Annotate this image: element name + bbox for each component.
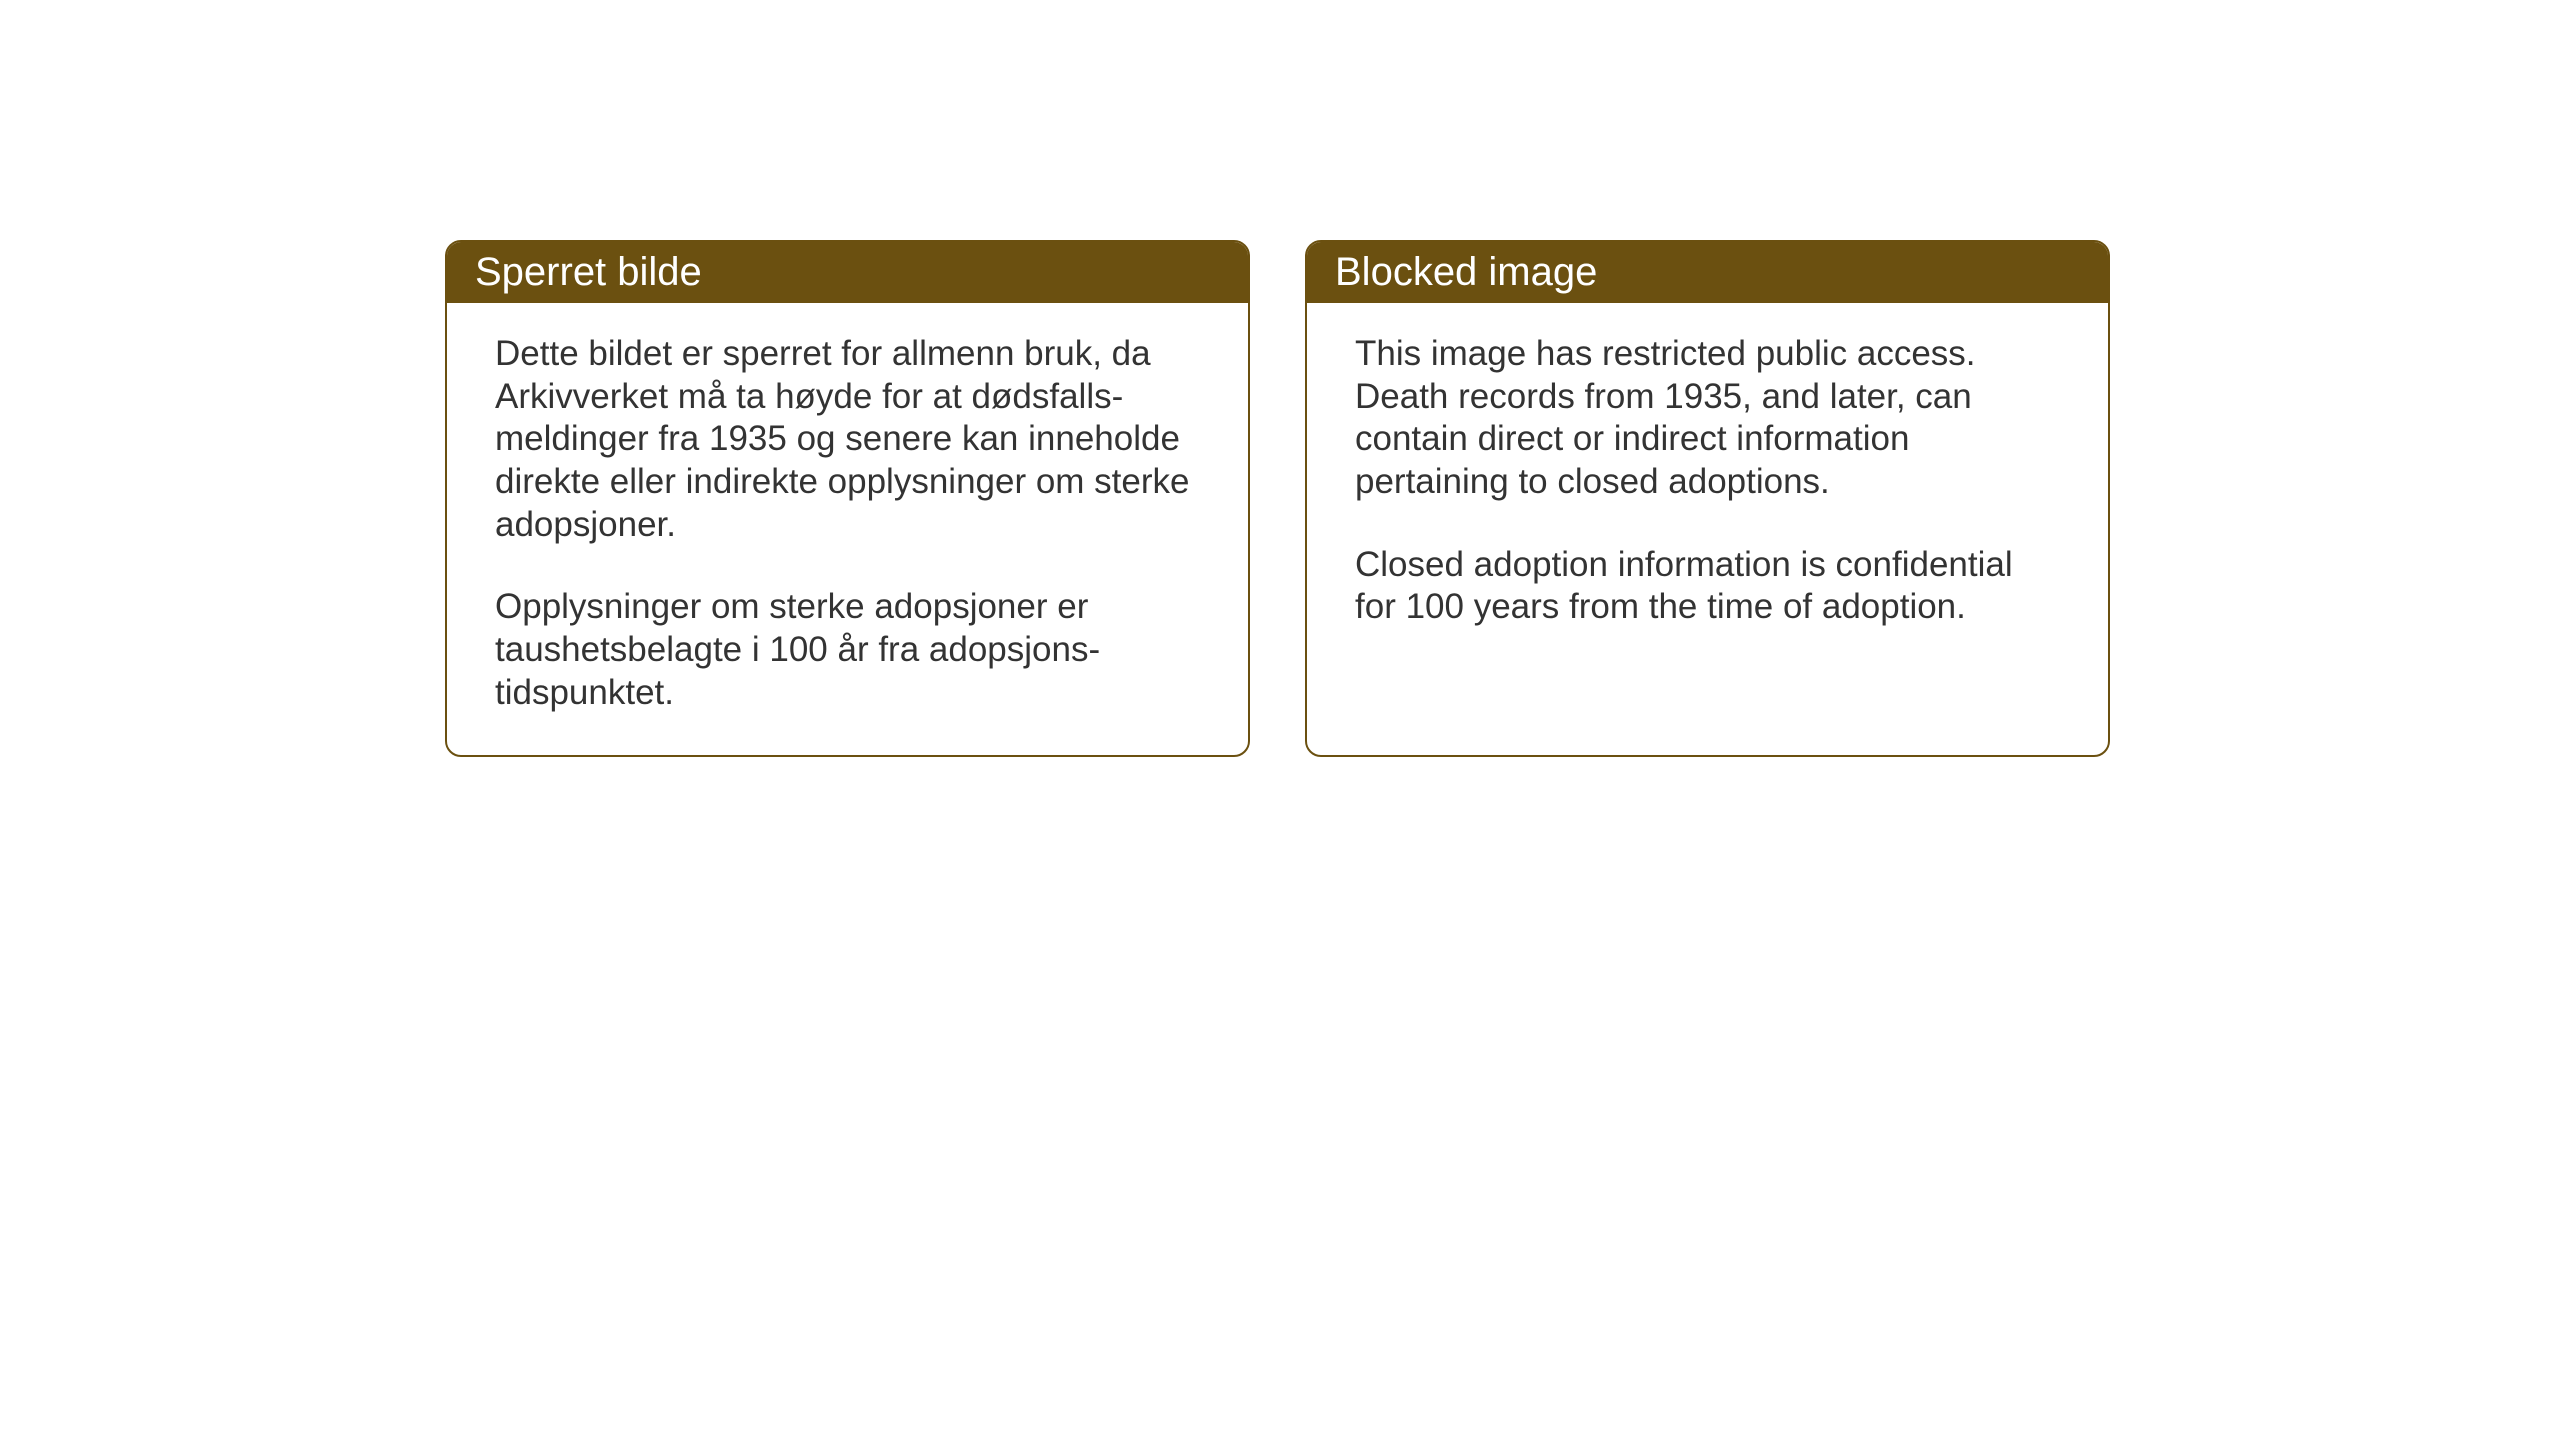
english-paragraph-1: This image has restricted public access.…	[1355, 333, 2060, 504]
english-card-body: This image has restricted public access.…	[1307, 303, 2108, 669]
english-paragraph-2: Closed adoption information is confident…	[1355, 544, 2060, 629]
english-card-title: Blocked image	[1307, 242, 2108, 303]
norwegian-notice-card: Sperret bilde Dette bildet er sperret fo…	[445, 240, 1250, 757]
english-notice-card: Blocked image This image has restricted …	[1305, 240, 2110, 757]
notice-cards-container: Sperret bilde Dette bildet er sperret fo…	[445, 240, 2110, 757]
norwegian-paragraph-1: Dette bildet er sperret for allmenn bruk…	[495, 333, 1200, 546]
norwegian-card-body: Dette bildet er sperret for allmenn bruk…	[447, 303, 1248, 755]
norwegian-paragraph-2: Opplysninger om sterke adopsjoner er tau…	[495, 586, 1200, 714]
norwegian-card-title: Sperret bilde	[447, 242, 1248, 303]
